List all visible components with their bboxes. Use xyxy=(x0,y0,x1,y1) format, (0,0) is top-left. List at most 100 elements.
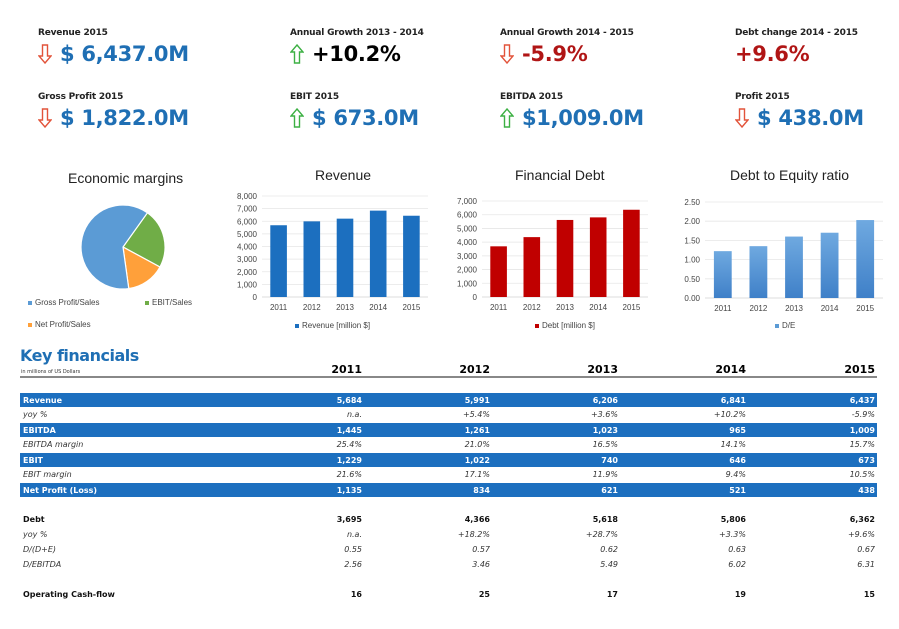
table-cell: 11.9% xyxy=(592,470,618,479)
kpi-value: +9.6% xyxy=(735,42,810,66)
kpi-value: $ 673.0M xyxy=(312,106,419,130)
y-tick-label: 1,000 xyxy=(237,280,258,289)
table-cell: 521 xyxy=(729,486,746,495)
bar xyxy=(523,237,541,297)
table-cell: 6.31 xyxy=(857,560,875,569)
pie-slice xyxy=(80,204,149,290)
y-tick-label: 2,000 xyxy=(457,266,478,275)
legend-item: Debt [million $] xyxy=(535,321,595,330)
legend-item: D/E xyxy=(775,321,795,330)
x-tick-label: 2013 xyxy=(336,303,354,312)
row-label: D/(D+E) xyxy=(23,545,57,554)
table-cell: 646 xyxy=(729,456,746,465)
table-cell: 5,991 xyxy=(464,396,490,405)
table-cell: 965 xyxy=(729,426,746,435)
legend-item: Gross Profit/Sales xyxy=(28,298,99,307)
bar xyxy=(369,210,387,297)
x-tick-label: 2012 xyxy=(523,303,541,312)
table-cell: 5.49 xyxy=(600,560,618,569)
y-tick-label: 2,000 xyxy=(237,268,258,277)
spacer xyxy=(20,572,877,587)
table-cell: +9.6% xyxy=(847,530,875,539)
bar xyxy=(820,232,839,298)
x-tick-label: 2011 xyxy=(714,304,732,313)
y-tick-label: 2.00 xyxy=(684,217,700,226)
arrow-up-icon xyxy=(500,108,514,128)
table-row: Debt 3,695 4,366 5,618 5,806 6,362 xyxy=(20,512,877,527)
legend-swatch xyxy=(28,300,32,305)
table-cell: 1,023 xyxy=(592,426,618,435)
table-cell: +10.2% xyxy=(713,410,746,419)
arrow-down-icon xyxy=(38,108,52,128)
table-cell: 5,618 xyxy=(592,515,618,524)
table-cell: 3.46 xyxy=(472,560,490,569)
key-financials-subtitle: in millions of US Dollars xyxy=(21,369,81,375)
chart-title: Financial Debt xyxy=(515,167,605,183)
kpi-label: EBITDA 2015 xyxy=(500,92,563,102)
table-cell: 17 xyxy=(606,590,618,599)
x-tick-label: 2012 xyxy=(303,303,321,312)
y-tick-label: 0 xyxy=(473,293,478,302)
row-label: Net Profit (Loss) xyxy=(23,486,98,495)
table-cell: 0.62 xyxy=(600,545,618,554)
legend-label: Revenue [million $] xyxy=(302,321,371,330)
table-cell: 6,437 xyxy=(849,396,875,405)
table-cell: 3,695 xyxy=(336,515,362,524)
table-cell: 19 xyxy=(734,590,746,599)
legend-swatch xyxy=(295,323,299,328)
revenue-chart: Revenue 0 1,000 2,000 3,000 4,000 5,000 6,000 7,… xyxy=(220,165,435,335)
x-tick-label: 2015 xyxy=(623,303,641,312)
table-cell: 1,445 xyxy=(336,426,362,435)
arrow-up-icon xyxy=(290,108,304,128)
table-row: D/(D+E) 0.55 0.57 0.62 0.63 0.67 xyxy=(20,542,877,557)
table-row: yoy % n.a. +18.2% +28.7% +3.3% +9.6% xyxy=(20,527,877,542)
y-tick-label: 1.00 xyxy=(684,256,700,265)
x-tick-label: 2015 xyxy=(403,303,421,312)
y-tick-label: 8,000 xyxy=(237,192,258,201)
y-tick-label: 5,000 xyxy=(457,224,478,233)
row-label: D/EBITDA xyxy=(23,560,62,569)
legend-item: Revenue [million $] xyxy=(295,321,370,330)
bar xyxy=(336,218,354,297)
kpi-tile: Annual Growth 2014 - 2015 -5.9% xyxy=(500,28,634,66)
table-cell: 17.1% xyxy=(464,470,490,479)
x-tick-label: 2013 xyxy=(785,304,803,313)
table-header: 2011 2012 2013 2014 2015 xyxy=(20,362,877,378)
table-cell: 15 xyxy=(863,590,875,599)
table-cell: 5,806 xyxy=(720,515,746,524)
table-cell: +28.7% xyxy=(585,530,618,539)
kpi-tile: EBITDA 2015 $1,009.0M xyxy=(500,92,644,130)
row-label: yoy % xyxy=(23,410,48,419)
table-row: EBITDA 1,445 1,261 1,023 965 1,009 xyxy=(20,422,877,437)
x-tick-label: 2011 xyxy=(270,303,288,312)
legend-item: EBIT/Sales xyxy=(145,298,192,307)
table-cell: n.a. xyxy=(346,530,362,539)
table-row: EBIT 1,229 1,022 740 646 673 xyxy=(20,452,877,467)
kpi-label: EBIT 2015 xyxy=(290,92,339,102)
pie-slice xyxy=(122,211,166,268)
legend-label: D/E xyxy=(782,321,796,330)
y-tick-label: 0.00 xyxy=(684,294,700,303)
year-header: 2012 xyxy=(459,363,490,376)
kpi-tile: Gross Profit 2015 $ 1,822.0M xyxy=(38,92,189,130)
table-cell: 5,684 xyxy=(336,396,362,405)
table-row: yoy % n.a. +5.4% +3.6% +10.2% -5.9% xyxy=(20,407,877,422)
y-tick-label: 1.50 xyxy=(684,236,700,245)
x-tick-label: 2014 xyxy=(821,304,839,313)
kpi-tile: Debt change 2014 - 2015 +9.6% xyxy=(735,28,858,66)
table-cell: 21.6% xyxy=(336,470,362,479)
kpi-tile: Profit 2015 $ 438.0M xyxy=(735,92,864,130)
table-cell: 1,009 xyxy=(849,426,875,435)
table-cell: 6.02 xyxy=(728,560,746,569)
row-label: EBIT margin xyxy=(23,470,72,479)
y-tick-label: 7,000 xyxy=(457,197,478,206)
bar xyxy=(403,215,420,297)
legend-label: EBIT/Sales xyxy=(152,298,193,307)
row-label: EBITDA xyxy=(23,426,56,435)
table-cell: 834 xyxy=(473,486,490,495)
year-header: 2015 xyxy=(844,363,875,376)
bar xyxy=(749,246,768,298)
table-cell: 1,135 xyxy=(336,486,362,495)
table-cell: 25 xyxy=(478,590,490,599)
arrow-down-icon xyxy=(38,44,52,64)
